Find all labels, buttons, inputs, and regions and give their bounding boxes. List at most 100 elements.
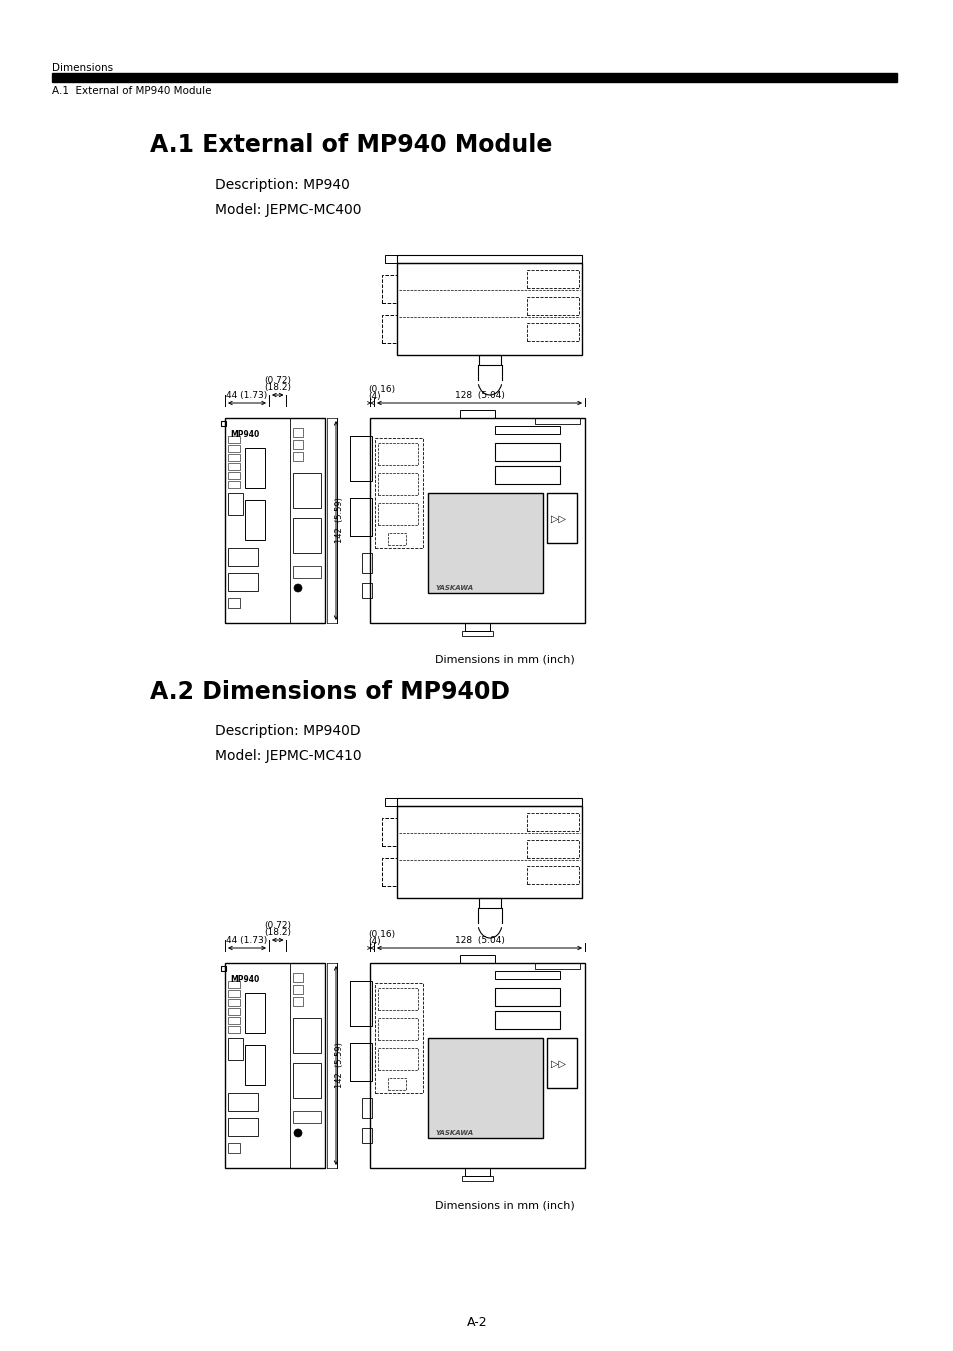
Bar	[350, 981, 372, 1025]
Bar	[228, 990, 240, 997]
Bar	[388, 1078, 406, 1090]
Text: MP940: MP940	[230, 975, 259, 984]
Bar	[228, 1008, 240, 1015]
Text: Description: MP940: Description: MP940	[214, 178, 350, 192]
Bar	[228, 1025, 240, 1034]
Bar	[377, 1019, 417, 1040]
Text: A.1 External of MP940 Module: A.1 External of MP940 Module	[150, 132, 552, 157]
Bar	[228, 981, 240, 988]
Bar	[350, 1043, 370, 1081]
Text: YASKAWA: YASKAWA	[436, 585, 474, 590]
Bar	[377, 473, 417, 494]
Bar	[495, 443, 559, 461]
Bar	[293, 1019, 320, 1052]
Bar	[293, 985, 303, 994]
Bar	[461, 631, 493, 636]
Text: (0.16): (0.16)	[368, 929, 395, 939]
Bar	[293, 566, 320, 578]
Bar	[361, 584, 372, 598]
Circle shape	[294, 1129, 302, 1138]
Bar	[293, 440, 303, 449]
Bar	[382, 315, 397, 343]
Bar	[350, 499, 372, 536]
Bar	[245, 500, 265, 540]
Bar	[245, 993, 265, 1034]
Bar	[361, 1098, 372, 1119]
Text: 44 (1.73): 44 (1.73)	[226, 390, 268, 400]
Bar	[464, 1169, 490, 1175]
Bar	[293, 453, 303, 461]
Bar	[290, 417, 325, 623]
Bar	[293, 428, 303, 436]
Bar	[495, 426, 559, 434]
Bar	[228, 481, 240, 488]
Bar	[527, 866, 578, 884]
Bar	[228, 454, 240, 461]
Bar	[293, 473, 320, 508]
Bar	[535, 963, 579, 969]
Bar	[293, 517, 320, 553]
Bar	[397, 807, 582, 898]
Bar	[385, 255, 397, 263]
Bar	[388, 534, 406, 544]
Text: 142  (5.59): 142 (5.59)	[335, 1043, 344, 1089]
Text: (18.2): (18.2)	[264, 382, 291, 392]
Text: Model: JEPMC-MC400: Model: JEPMC-MC400	[214, 203, 361, 218]
Text: Dimensions: Dimensions	[52, 63, 113, 73]
Text: 142  (5.59): 142 (5.59)	[335, 497, 344, 543]
Text: (4): (4)	[368, 392, 380, 401]
Bar	[464, 623, 490, 631]
Bar	[370, 963, 584, 1169]
Text: MP940: MP940	[230, 430, 259, 439]
Text: 128  (5.04): 128 (5.04)	[454, 936, 504, 944]
Bar	[228, 1119, 257, 1136]
Text: 128  (5.04): 128 (5.04)	[454, 390, 504, 400]
Bar	[375, 984, 422, 1093]
Bar	[350, 436, 372, 481]
Bar	[459, 955, 495, 963]
Bar	[527, 813, 578, 831]
Bar	[228, 1093, 257, 1111]
Bar	[478, 355, 500, 365]
Bar	[370, 417, 584, 623]
Bar	[228, 1143, 240, 1152]
Bar	[377, 443, 417, 465]
Text: Dimensions in mm (inch): Dimensions in mm (inch)	[435, 1200, 575, 1210]
Bar	[293, 1111, 320, 1123]
Bar	[382, 276, 397, 303]
Text: (0.72): (0.72)	[264, 921, 291, 929]
Bar	[225, 963, 325, 1169]
Bar	[228, 998, 240, 1006]
Bar	[228, 1038, 243, 1061]
Bar	[228, 493, 243, 515]
Text: YASKAWA: YASKAWA	[436, 1129, 474, 1136]
Bar	[546, 493, 577, 543]
Bar	[293, 973, 303, 982]
Bar	[361, 1128, 372, 1143]
Text: A.1  External of MP940 Module: A.1 External of MP940 Module	[52, 86, 212, 96]
Bar	[377, 1048, 417, 1070]
Text: (0.72): (0.72)	[264, 376, 291, 385]
Text: Description: MP940D: Description: MP940D	[214, 724, 360, 738]
Text: (4): (4)	[368, 938, 380, 946]
Bar	[527, 297, 578, 315]
Circle shape	[294, 584, 302, 592]
Bar	[495, 466, 559, 484]
Bar	[377, 503, 417, 526]
Bar	[350, 499, 370, 536]
Bar	[546, 1038, 577, 1088]
Bar	[377, 988, 417, 1011]
Bar	[495, 971, 559, 979]
Bar	[361, 553, 372, 573]
Bar	[428, 1038, 542, 1138]
Bar	[293, 1063, 320, 1098]
Bar	[495, 988, 559, 1006]
Bar	[228, 573, 257, 590]
Bar	[228, 549, 257, 566]
Text: A.2 Dimensions of MP940D: A.2 Dimensions of MP940D	[150, 680, 510, 704]
Bar	[535, 417, 579, 424]
Bar	[375, 438, 422, 549]
Bar	[293, 997, 303, 1006]
Bar	[228, 463, 240, 470]
Text: ▷▷: ▷▷	[551, 513, 565, 524]
